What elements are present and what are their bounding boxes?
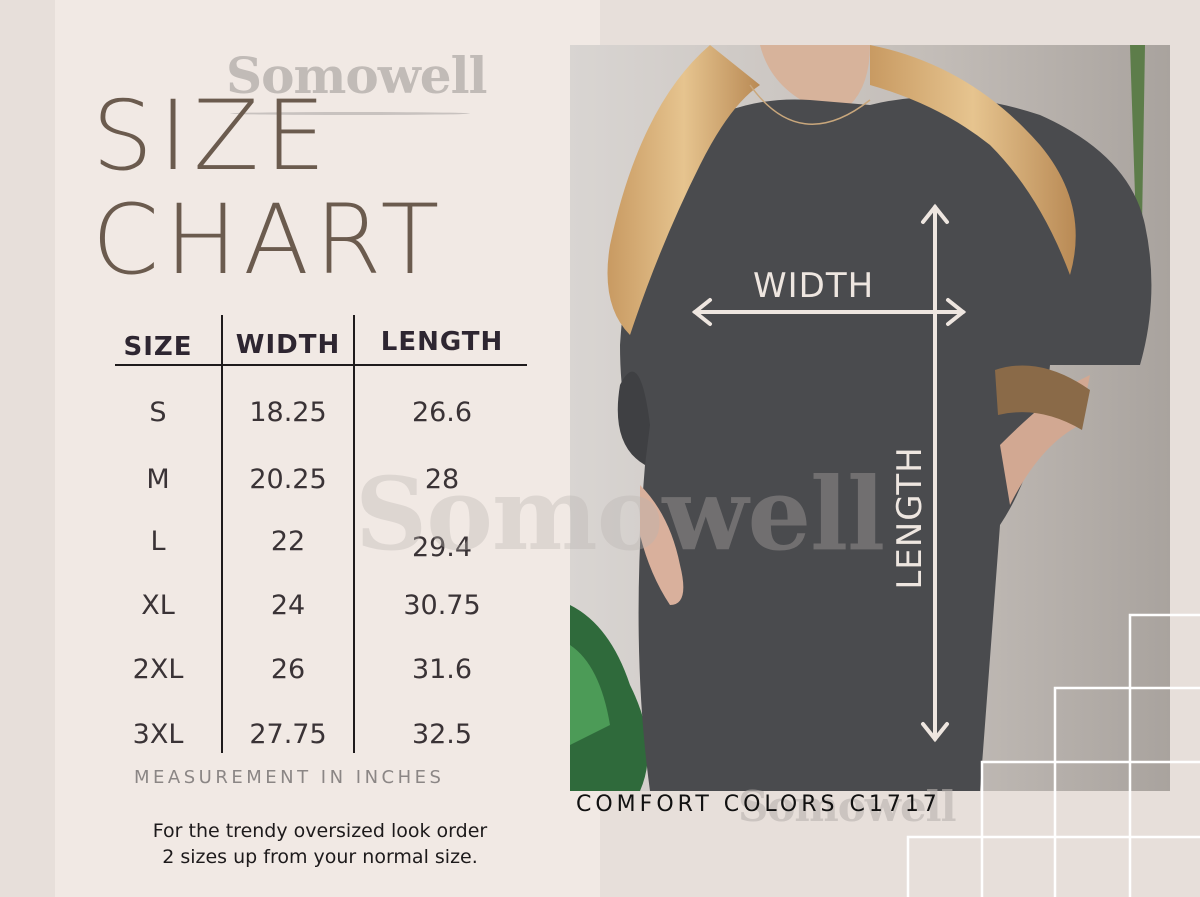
cell-length: 32.5 [411,719,473,750]
header-size: SIZE [123,332,193,362]
cell-width: 20.25 [249,464,327,495]
header-width: WIDTH [235,330,341,360]
cell-size: XL [141,590,175,621]
cell-length: 29.4 [411,532,473,563]
cell-length: 28 [424,464,460,495]
cell-width: 18.25 [249,397,327,428]
cell-width: 27.75 [249,719,327,750]
cell-width: 24 [270,590,306,621]
watermark-logo: Somowell [226,46,488,105]
model-photo: WIDTH LENGTH [570,45,1170,791]
cell-size: S [149,397,167,428]
fit-note-line-1: For the trendy oversized look order [152,820,488,842]
watermark-logo-center: Somowell [355,455,885,573]
cell-width: 26 [270,654,306,685]
header-length: LENGTH [380,327,504,357]
cell-width: 22 [270,526,306,557]
watermark-underline [230,112,470,115]
cell-size: M [146,464,170,495]
cell-length: 26.6 [411,397,473,428]
fit-note: For the trendy oversized look order 2 si… [90,818,550,870]
cell-length: 30.75 [403,590,481,621]
length-label: LENGTH [890,446,930,590]
table-column-divider [353,315,355,753]
cell-length: 31.6 [411,654,473,685]
title-line-1: SIZE [92,80,332,192]
width-label: WIDTH [753,266,875,306]
watermark-logo-bottom: Somowell [738,782,957,831]
fit-note-line-2: 2 sizes up from your normal size. [162,846,478,868]
left-panel [55,0,600,897]
cell-size: L [150,526,166,557]
cell-size: 3XL [132,719,184,750]
measurement-arrows [691,203,967,743]
title-line-2: CHART [92,184,446,296]
cell-size: 2XL [132,654,184,685]
table-column-divider [221,315,223,753]
model-photo-illustration [570,45,1170,791]
measurement-unit-note: MEASUREMENT IN INCHES [134,767,445,788]
table-header-divider [115,364,527,366]
brand-model-label: COMFORT COLORS C1717 [576,792,941,817]
